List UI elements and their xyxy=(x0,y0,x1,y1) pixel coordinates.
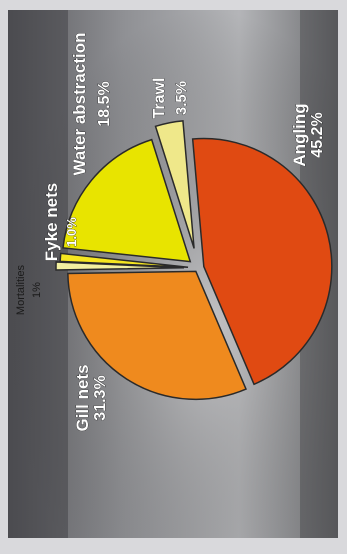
slice-value-gill-nets: 31.3% xyxy=(92,375,109,420)
slice-name-mortalities: Mortalities xyxy=(15,264,27,315)
slice-name-trawl: Trawl xyxy=(151,78,168,119)
pie-slice-water-abstraction xyxy=(62,138,192,263)
slice-name-fyke-nets: Fyke nets xyxy=(42,183,61,261)
pie-slice-fyke-nets xyxy=(59,252,189,268)
slice-name-gill-nets: Gill nets xyxy=(73,364,92,431)
slice-value-trawl: 3.5% xyxy=(173,81,190,115)
bottom-margin xyxy=(0,538,347,554)
pie-slice-angling xyxy=(191,137,333,386)
slice-label-fyke-nets: Fyke nets 1.0% xyxy=(42,182,80,261)
slice-label-angling: Angling 45.2% xyxy=(290,103,327,167)
slice-label-mortalities: Mortalities 1% xyxy=(15,264,43,315)
slice-label-water-abstraction: Water abstraction 18.5% xyxy=(70,32,114,176)
slice-label-gill-nets: Gill nets 31.3% xyxy=(73,364,110,432)
pie-slice-gill-nets xyxy=(67,270,248,401)
slice-name-water-abstraction: Water abstraction xyxy=(70,33,89,176)
background-shadow-band xyxy=(8,10,68,538)
slice-name-angling: Angling xyxy=(290,103,309,166)
slice-value-mortalities: 1% xyxy=(31,282,43,298)
pie-slice-trawl xyxy=(154,120,195,249)
slice-value-water-abstraction: 18.5% xyxy=(96,81,113,126)
pie-slice-mortalities xyxy=(55,261,185,271)
pie-labels: Angling 45.2% Gill nets 31.3% Mortalities 1% F… xyxy=(15,32,327,432)
slice-value-angling: 45.2% xyxy=(309,112,326,157)
pie-slices xyxy=(55,120,333,401)
slice-label-trawl: Trawl 3.5% xyxy=(151,77,191,119)
slice-value-fyke-nets: 1.0% xyxy=(64,217,79,247)
